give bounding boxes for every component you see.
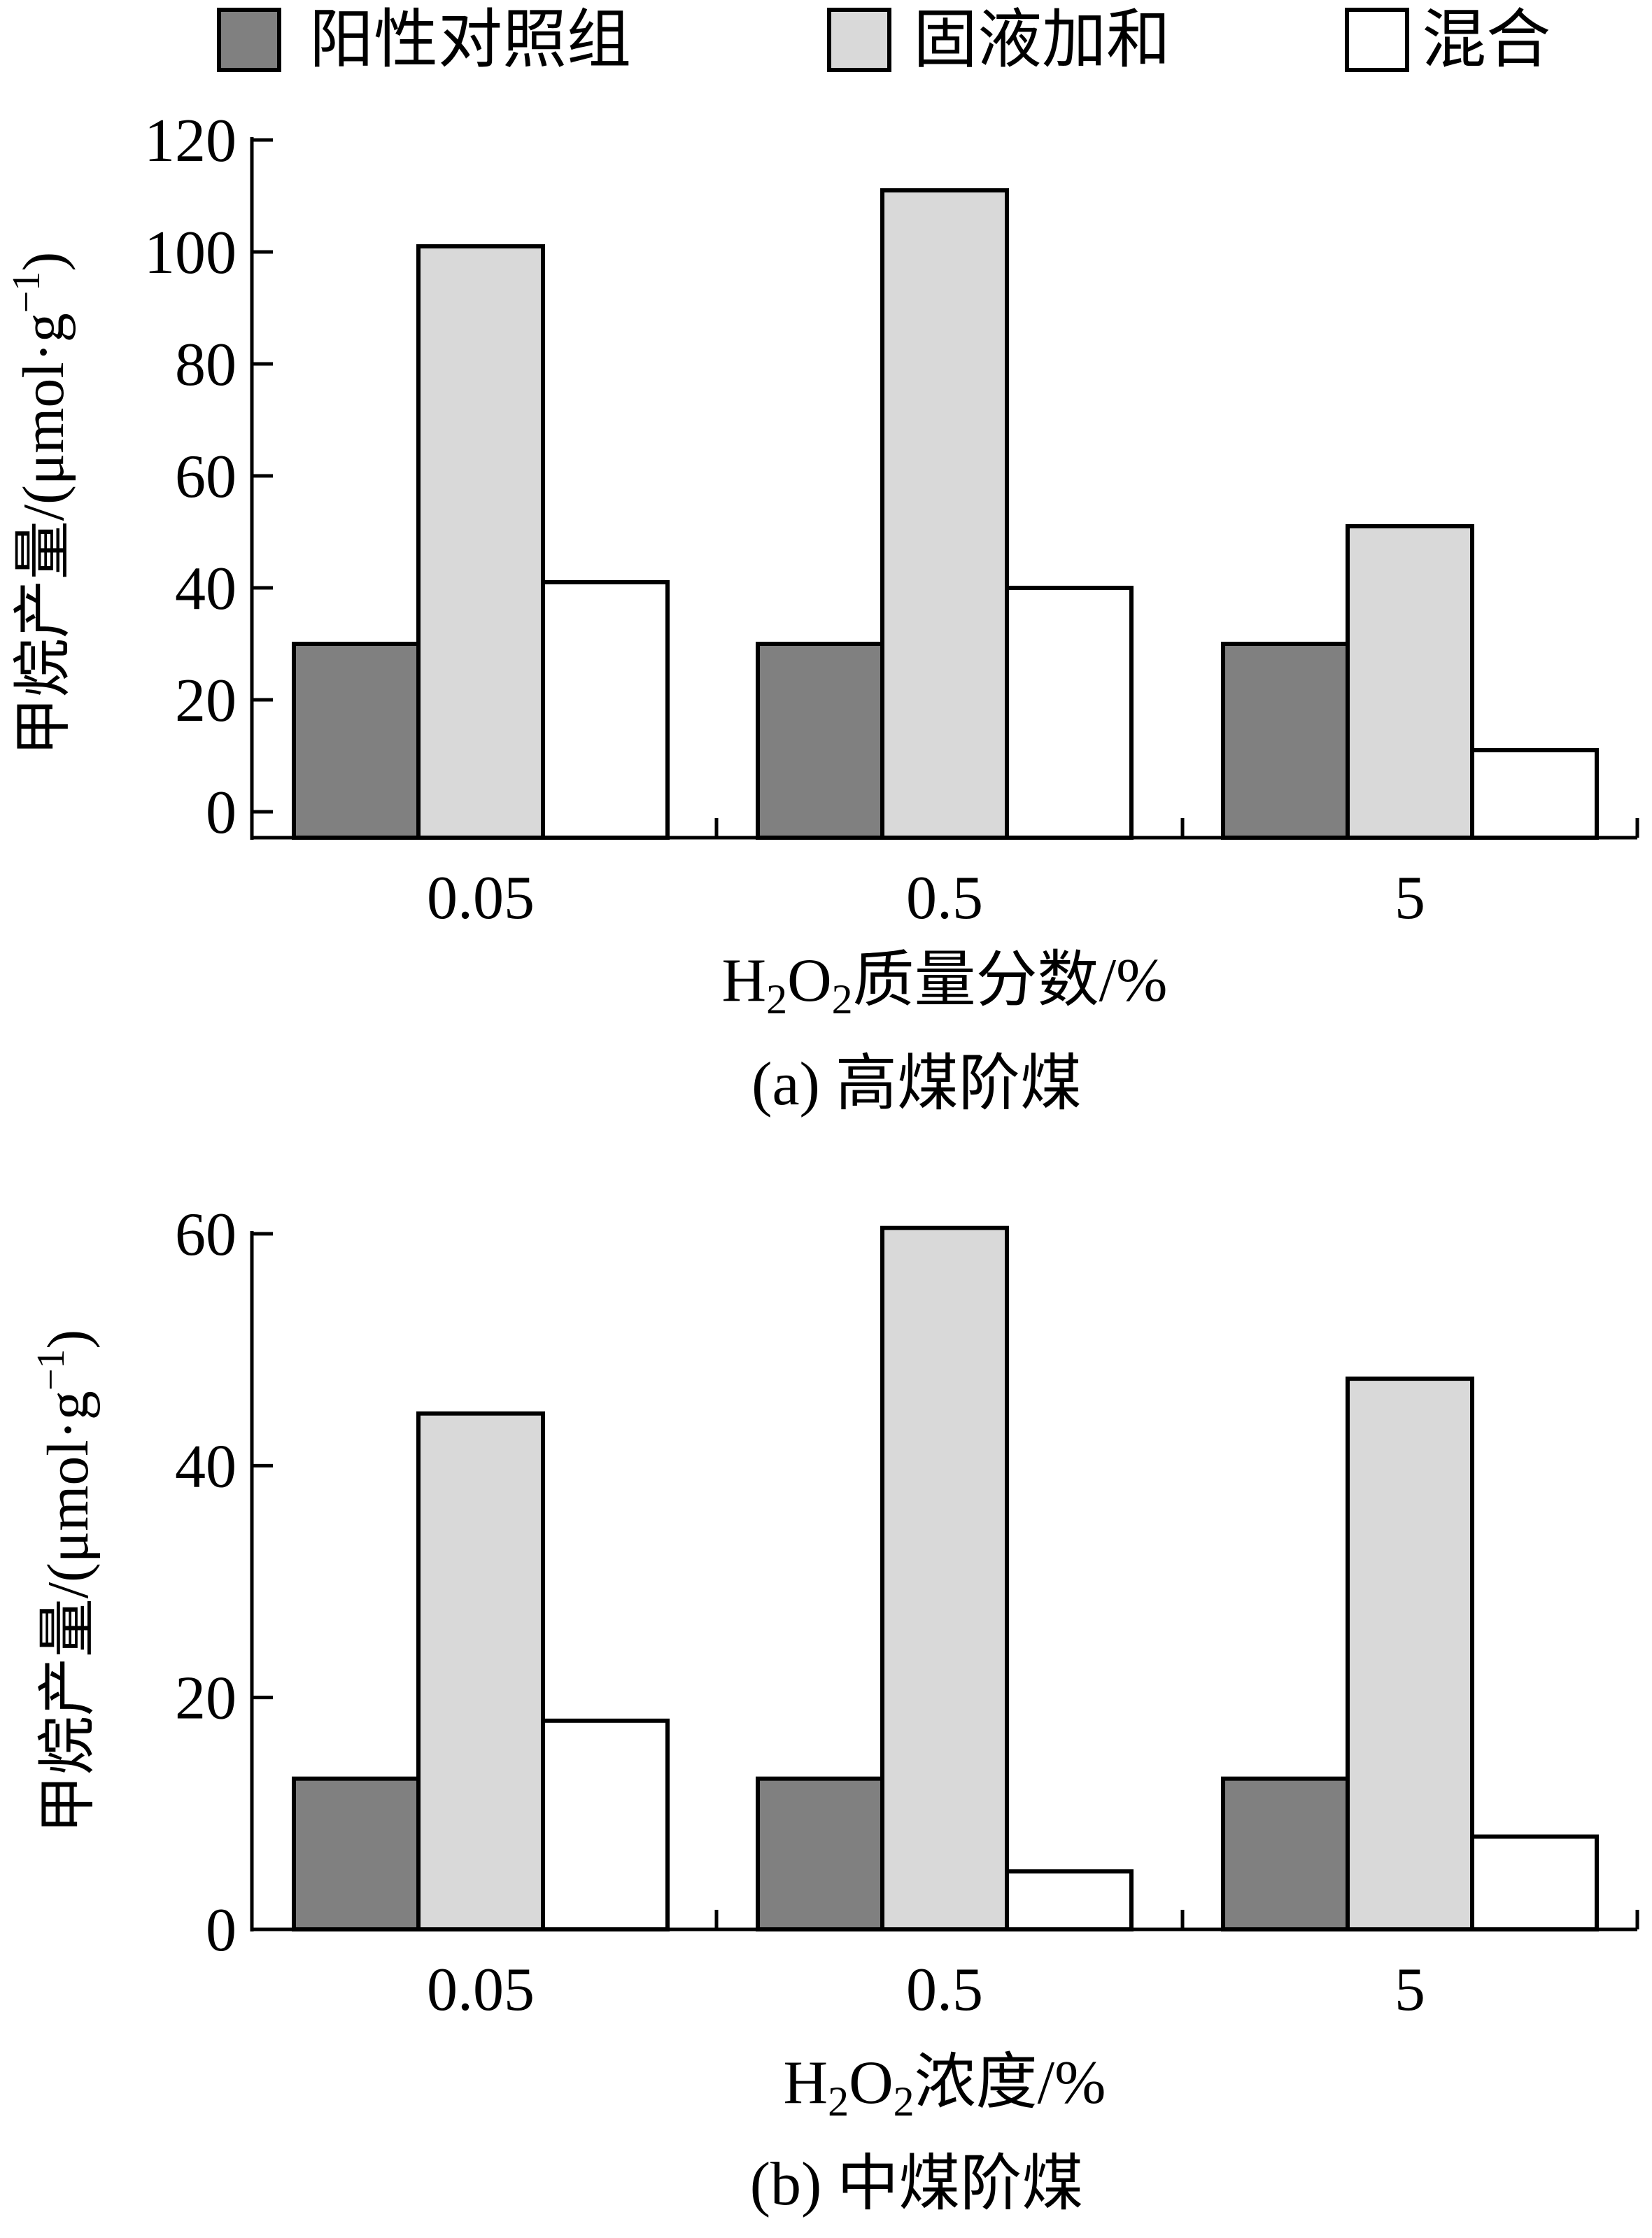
x-tick-label: 0.05 xyxy=(427,1956,535,2024)
x-axis-title-subscript: 2 xyxy=(828,2078,849,2125)
x-axis-title-subscript: 2 xyxy=(766,976,787,1022)
bar-mixed xyxy=(1470,748,1599,840)
y-axis-title-part: 甲烷产量/(μmol·g xyxy=(11,313,76,756)
legend-swatch xyxy=(827,8,891,72)
x-axis-title-part: O xyxy=(849,2049,894,2117)
y-axis-title-part: ) xyxy=(11,252,76,272)
x-tick-label: 0.5 xyxy=(906,864,983,932)
y-axis-title-superscript: −1 xyxy=(5,272,48,314)
legend-swatch xyxy=(217,8,281,72)
x-tick-label: 5 xyxy=(1395,864,1425,932)
bar-solid-liquid-sum xyxy=(880,1225,1009,1931)
y-tick-label: 60 xyxy=(175,1201,236,1269)
y-tick-label: 60 xyxy=(175,443,236,511)
y-tick-label: 80 xyxy=(175,331,236,399)
y-axis-title-part: ) xyxy=(36,1330,101,1349)
bar-mixed xyxy=(541,580,670,840)
bar-mixed xyxy=(1005,1869,1134,1932)
bar-solid-liquid-sum xyxy=(880,188,1009,840)
legend-swatch xyxy=(1345,8,1409,72)
bar-positive-control xyxy=(756,642,884,840)
x-axis-title-part: 质量分数/% xyxy=(853,947,1168,1015)
bar-positive-control xyxy=(1221,1776,1350,1931)
y-axis-title: 甲烷产量/(μmol·g−1) xyxy=(5,252,76,756)
bar-positive-control xyxy=(292,642,421,840)
bars xyxy=(292,188,1599,840)
legend-item: 混合 xyxy=(1345,2,1551,77)
bar-solid-liquid-sum xyxy=(416,244,545,840)
x-axis-title-subscript: 2 xyxy=(894,2078,915,2125)
x-axis-title: H2O2质量分数/% xyxy=(722,947,1168,1022)
bar-positive-control xyxy=(292,1776,421,1931)
y-tick-label: 100 xyxy=(144,219,236,287)
y-tick-label: 120 xyxy=(144,107,236,175)
y-tick-label: 0 xyxy=(206,1896,236,1964)
legend-label: 混合 xyxy=(1422,2,1551,77)
y-tick-label: 0 xyxy=(206,779,236,847)
bars xyxy=(292,1225,1599,1932)
x-tick-labels: 0.05 0.5 5 xyxy=(427,864,1425,932)
legend-label: 阳性对照组 xyxy=(309,2,631,77)
panel-caption: (b) 中煤阶煤 xyxy=(750,2151,1084,2218)
y-tick-label: 20 xyxy=(175,667,236,735)
legend-item: 阳性对照组 xyxy=(217,2,631,77)
x-axis-title: H2O2浓度/% xyxy=(784,2049,1106,2125)
bar-solid-liquid-sum xyxy=(1346,1377,1474,1932)
x-axis-title-part: H xyxy=(722,947,767,1015)
bar-positive-control xyxy=(756,1776,884,1931)
x-tick-label: 5 xyxy=(1395,1956,1425,2024)
legend: 阳性对照组 固液加和 混合 xyxy=(217,2,1551,77)
x-axis-title-part: 浓度/% xyxy=(915,2049,1106,2117)
x-tick-labels: 0.05 0.5 5 xyxy=(427,1956,1425,2024)
y-axis-title-part: 甲烷产量/(μmol·g xyxy=(36,1391,101,1834)
x-axis-title-part: O xyxy=(787,947,832,1015)
y-axis-title-superscript: −1 xyxy=(29,1349,73,1391)
y-tick-label: 40 xyxy=(175,1433,236,1500)
bar-mixed xyxy=(541,1718,670,1932)
legend-label: 固液加和 xyxy=(913,2,1171,77)
bar-solid-liquid-sum xyxy=(1346,524,1474,840)
y-axis-title: 甲烷产量/(μmol·g−1) xyxy=(29,1330,101,1834)
panel-caption: (a) 高煤阶煤 xyxy=(751,1050,1082,1118)
x-axis-title-subscript: 2 xyxy=(832,976,853,1022)
x-tick-label: 0.5 xyxy=(906,1956,983,2024)
x-axis-title-part: H xyxy=(784,2049,828,2117)
bar-positive-control xyxy=(1221,642,1350,840)
y-ticks: 0 20 40 60 80 100 120 xyxy=(144,107,273,847)
x-tick-label: 0.05 xyxy=(427,864,535,932)
bar-mixed xyxy=(1470,1834,1599,1931)
y-ticks: 0 20 40 60 xyxy=(175,1201,273,1964)
bar-mixed xyxy=(1005,586,1134,840)
legend-item: 固液加和 xyxy=(827,2,1171,77)
y-tick-label: 20 xyxy=(175,1665,236,1733)
y-tick-label: 40 xyxy=(175,555,236,623)
bar-solid-liquid-sum xyxy=(416,1411,545,1931)
